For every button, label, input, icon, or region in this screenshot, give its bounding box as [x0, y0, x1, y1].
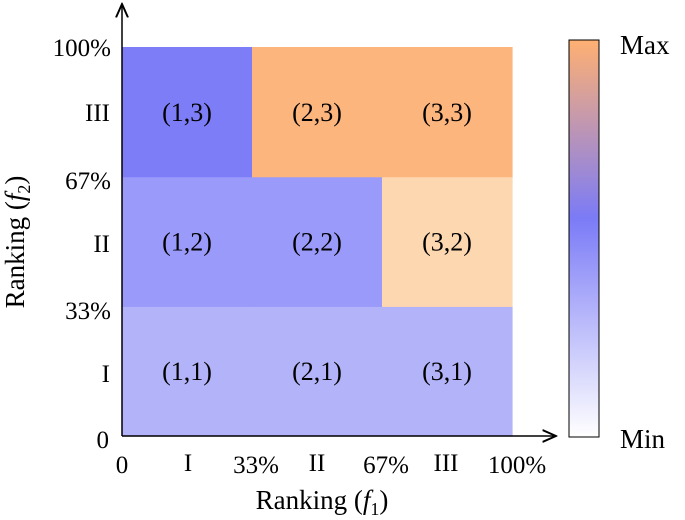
cell-label: (2,1): [292, 357, 342, 386]
colorbar-min-label: Min: [620, 424, 666, 454]
cell-label: (2,2): [292, 228, 342, 257]
x-tick-67: 67%: [363, 452, 409, 479]
cell-label: (3,3): [422, 98, 472, 127]
heatmap-cell: [122, 176, 253, 307]
x-level-I: I: [184, 450, 192, 477]
y-tick-0: 0: [97, 427, 110, 454]
cell-label: (1,1): [162, 357, 212, 386]
y-level-I: I: [102, 361, 110, 388]
heatmap-cell: [252, 306, 383, 437]
x-tick-0: 0: [116, 452, 129, 479]
heatmap-cell: [382, 47, 513, 178]
heatmap-cells: (1,1) (2,1) (3,1) (1,2) (2,2) (3,2) (1,3) (2,3)…: [122, 47, 513, 437]
heatmap-cell: [122, 306, 253, 437]
heatmap-cell: [252, 176, 383, 307]
y-axis-title: Ranking (f2): [0, 176, 34, 309]
x-tick-33: 33%: [233, 452, 279, 479]
heatmap-cell: [122, 47, 253, 178]
cell-label: (2,3): [292, 98, 342, 127]
y-level-III: III: [85, 100, 110, 127]
colorbar-max-label: Max: [620, 30, 670, 60]
cell-label: (1,3): [162, 98, 212, 127]
heatmap-cell: [252, 47, 383, 178]
heatmap-cell: [382, 176, 513, 307]
y-level-II: II: [93, 231, 110, 258]
cell-label: (3,1): [422, 357, 472, 386]
x-level-II: II: [309, 450, 326, 477]
y-tick-33: 33%: [65, 298, 111, 325]
y-tick-100: 100%: [53, 35, 111, 62]
x-axis-title: Ranking (f1): [256, 485, 389, 519]
cell-label: (1,2): [162, 228, 212, 257]
x-tick-100: 100%: [488, 452, 546, 479]
cell-label: (3,2): [422, 228, 472, 257]
x-level-III: III: [434, 450, 459, 477]
y-tick-67: 67%: [65, 168, 111, 195]
colorbar: [568, 39, 600, 438]
heatmap-cell: [382, 306, 513, 437]
